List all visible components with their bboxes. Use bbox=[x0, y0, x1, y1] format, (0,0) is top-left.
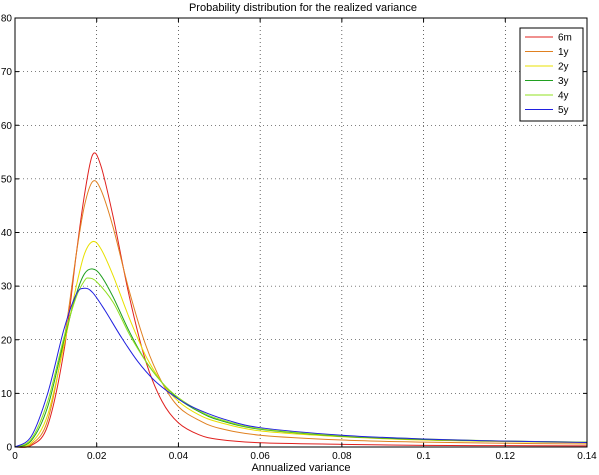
legend-label-6m: 6m bbox=[558, 33, 572, 44]
y-tick-label: 80 bbox=[1, 14, 13, 25]
chart-title: Probability distribution for the realize… bbox=[189, 2, 417, 14]
y-tick-label: 70 bbox=[1, 67, 13, 78]
grid-layer bbox=[15, 18, 587, 447]
x-tick-label: 0 bbox=[12, 451, 18, 462]
legend-label-3y: 3y bbox=[558, 76, 569, 87]
y-tick-label: 60 bbox=[1, 121, 13, 132]
series-line-6m bbox=[14, 152, 588, 448]
ticks-layer: 0 0.02 0.04 0.06 0.08 0.1 0.12 0.14 0 10 20 30 40 50 6… bbox=[1, 14, 597, 463]
series-line-2y bbox=[14, 240, 588, 448]
legend-label-4y: 4y bbox=[558, 91, 569, 102]
series-line-3y bbox=[14, 268, 588, 448]
y-tick-label: 40 bbox=[1, 228, 13, 239]
x-tick-label: 0.06 bbox=[250, 451, 270, 462]
plot-frame bbox=[14, 17, 588, 448]
y-tick-label: 50 bbox=[1, 174, 13, 185]
y-tick-label: 0 bbox=[6, 443, 12, 454]
legend-label-2y: 2y bbox=[558, 62, 569, 73]
legend-label-5y: 5y bbox=[558, 105, 569, 116]
series-line-5y bbox=[14, 287, 588, 448]
y-tick-label: 20 bbox=[1, 335, 13, 346]
legend: 6m 1y 2y 3y 4y 5y bbox=[519, 27, 584, 122]
y-tick-label: 10 bbox=[1, 389, 13, 400]
legend-box bbox=[519, 27, 584, 122]
x-tick-label: 0.04 bbox=[169, 451, 189, 462]
series-line-1y bbox=[14, 180, 588, 448]
x-tick-label: 0.02 bbox=[87, 451, 107, 462]
x-tick-label: 0.08 bbox=[332, 451, 352, 462]
legend-label-1y: 1y bbox=[558, 47, 569, 58]
x-tick-label: 0.1 bbox=[417, 451, 431, 462]
x-tick-label: 0.12 bbox=[496, 451, 516, 462]
series-layer bbox=[14, 152, 588, 448]
y-tick-label: 30 bbox=[1, 282, 13, 293]
x-tick-label: 0.14 bbox=[577, 451, 597, 462]
x-axis-label: Annualized variance bbox=[251, 462, 350, 474]
